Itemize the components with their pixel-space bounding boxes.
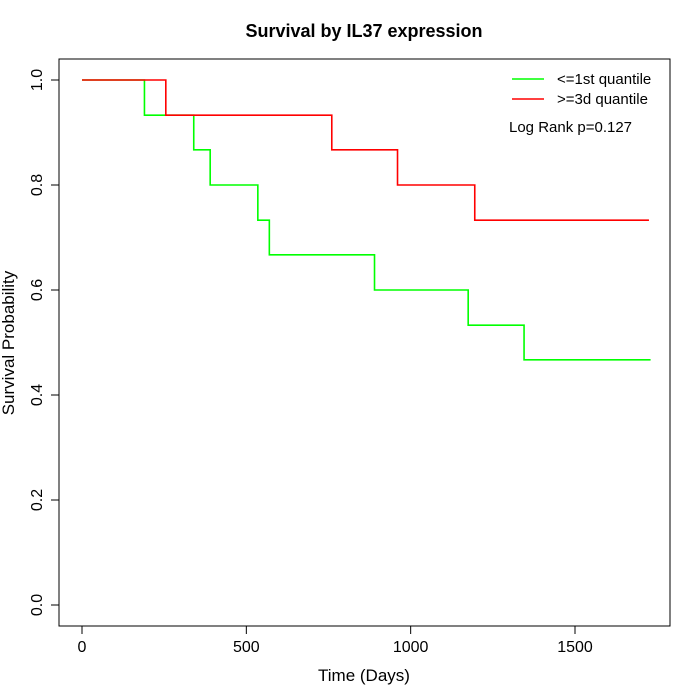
plot-frame	[58, 58, 671, 627]
y-tick-label: 0.2	[29, 489, 46, 511]
y-tick-label: 1.0	[29, 69, 46, 91]
x-tick-label: 1500	[557, 639, 593, 656]
legend: <=1st quantile >=3d quantile	[512, 71, 651, 108]
y-tick-label: 0.4	[29, 384, 46, 406]
series-line-1	[82, 79, 649, 221]
y-axis: 0.0 0.2 0.4 0.6 0.8 1.0	[29, 69, 60, 616]
y-tick-label: 0.6	[29, 279, 46, 301]
x-tick-label: 0	[78, 639, 87, 656]
chart-title: Survival by IL37 expression	[245, 21, 482, 41]
series-layer	[82, 79, 651, 361]
legend-label-1: >=3d quantile	[557, 91, 648, 108]
x-axis: 0 500 1000 1500	[78, 625, 593, 656]
x-axis-label: Time (Days)	[318, 666, 410, 685]
legend-label-0: <=1st quantile	[557, 71, 651, 88]
y-tick-label: 0.8	[29, 174, 46, 196]
log-rank-annotation: Log Rank p=0.127	[509, 119, 632, 136]
x-tick-label: 500	[233, 639, 260, 656]
x-tick-label: 1000	[393, 639, 429, 656]
y-tick-label: 0.0	[29, 594, 46, 616]
y-axis-label: Survival Probability	[0, 270, 18, 415]
